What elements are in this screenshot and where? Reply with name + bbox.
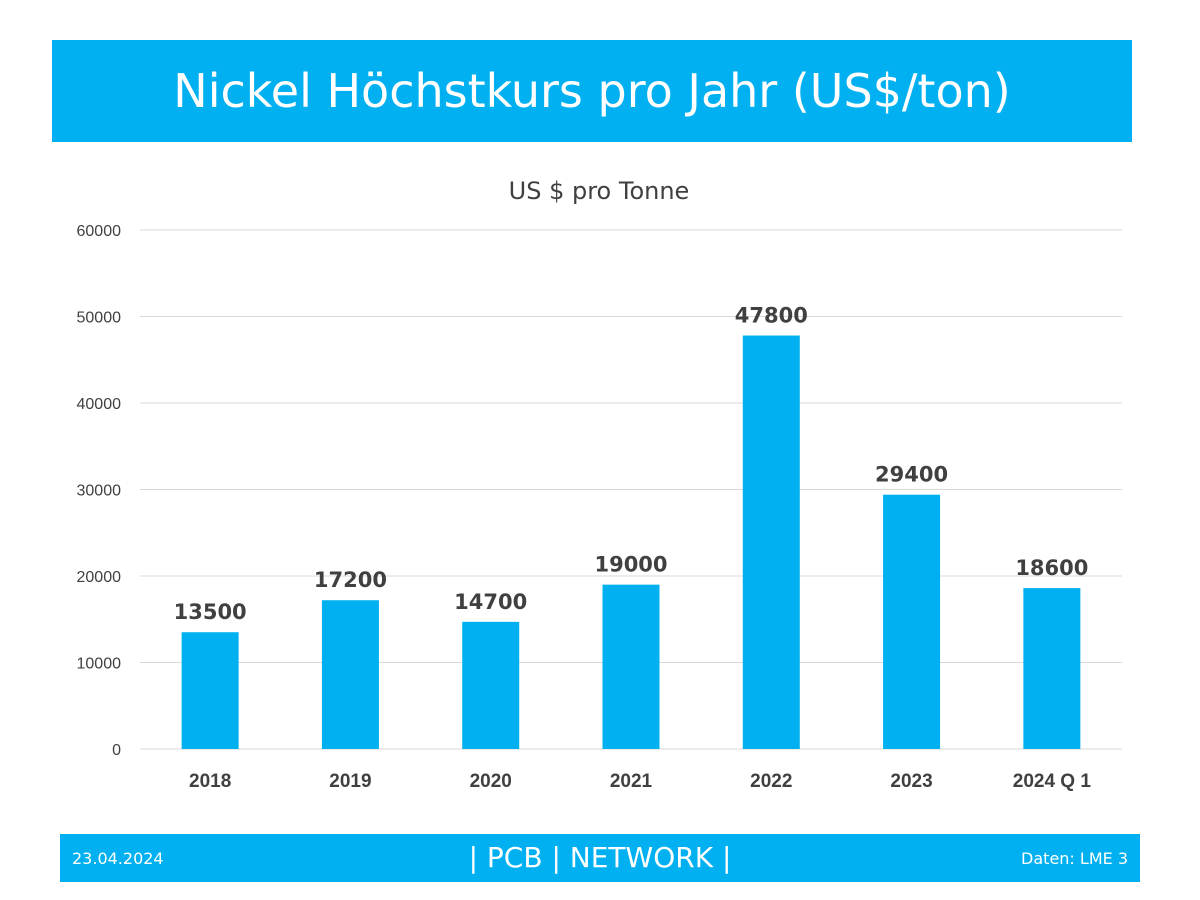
bar (883, 494, 941, 749)
bars (181, 335, 1081, 749)
bar (1023, 588, 1081, 749)
bar-chart: US $ pro Tonne 0 10000 20000 30000 40000 5000… (77, 177, 1122, 792)
bar (181, 632, 239, 749)
y-tick-label: 50000 (77, 310, 122, 327)
x-tick-label: 2018 (189, 771, 231, 792)
data-label: 19000 (594, 553, 667, 577)
data-label: 47800 (735, 304, 808, 328)
x-tick-label: 2020 (470, 771, 512, 792)
data-label: 18600 (1015, 556, 1088, 580)
bar (321, 600, 379, 749)
x-tick-label: 2019 (329, 771, 371, 792)
bar (462, 621, 520, 749)
footer-band: 23.04.2024 | PCB | NETWORK | Daten: LME … (60, 834, 1140, 882)
footer-source: Daten: LME 3 (1021, 849, 1128, 868)
grid-lines (140, 229, 1122, 750)
data-labels: 13500 17200 14700 19000 47800 29400 18600 (174, 304, 1089, 625)
y-tick-label: 30000 (77, 483, 122, 500)
bar (742, 335, 800, 749)
page-title: Nickel Höchstkurs pro Jahr (US$/ton) (173, 64, 1011, 118)
x-tick-label: 2024 Q 1 (1013, 771, 1092, 792)
x-tick-label: 2021 (610, 771, 653, 792)
y-tick-label: 60000 (77, 223, 122, 240)
header-band: Nickel Höchstkurs pro Jahr (US$/ton) (52, 40, 1132, 142)
x-tick-label: 2023 (890, 771, 932, 792)
y-tick-label: 20000 (77, 569, 122, 586)
y-tick-label: 40000 (77, 396, 122, 413)
data-label: 17200 (314, 568, 387, 592)
y-tick-label: 10000 (77, 656, 122, 673)
x-tick-label: 2022 (750, 771, 792, 792)
bar (602, 584, 660, 749)
footer-date: 23.04.2024 (72, 849, 164, 868)
data-label: 13500 (174, 600, 247, 624)
data-label: 14700 (454, 590, 527, 614)
footer-brand: | PCB | NETWORK | (468, 841, 732, 874)
y-tick-label: 0 (112, 742, 121, 759)
data-label: 29400 (875, 463, 948, 487)
chart-title: US $ pro Tonne (509, 177, 690, 205)
x-axis-ticks: 2018 2019 2020 2021 2022 2023 2024 Q 1 (189, 771, 1091, 792)
y-axis-ticks: 0 10000 20000 30000 40000 50000 60000 (77, 223, 122, 759)
